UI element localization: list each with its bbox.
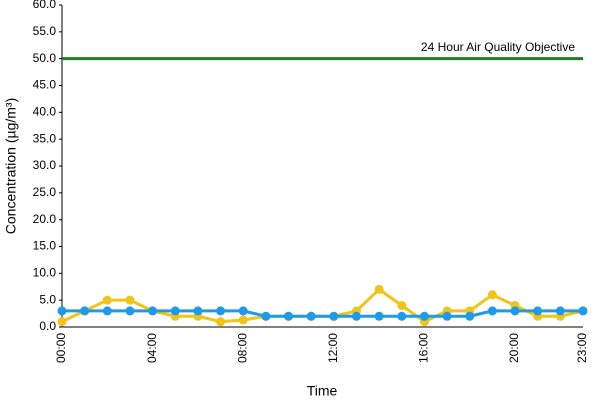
y-tick-label: 5.0 [39,292,56,306]
data-point [170,306,180,316]
data-point [487,290,497,300]
y-tick-label: 10.0 [33,266,57,280]
data-point [216,306,226,316]
y-tick-label: 15.0 [33,239,57,253]
data-point [125,306,135,316]
x-tick-label: 12:00 [326,333,340,363]
data-point [148,306,158,316]
y-tick-label: 25.0 [33,185,57,199]
x-tick-label: 00:00 [54,333,68,363]
y-tick-label: 35.0 [33,131,57,145]
data-point [306,311,316,321]
y-axis-title: Concentration (µg/m³) [3,98,19,234]
y-tick-label: 30.0 [33,158,57,172]
data-point [374,284,384,294]
x-tick-label: 08:00 [235,333,249,363]
data-point [533,306,543,316]
data-point [216,317,226,327]
x-tick-label: 04:00 [145,333,159,363]
y-tick-label: 20.0 [33,212,57,226]
data-point [238,315,248,325]
data-point [238,306,248,316]
x-tick-label: 20:00 [507,333,521,363]
y-tick-label: 0.0 [39,319,56,333]
data-point [125,295,135,305]
data-point [102,306,112,316]
y-tick-label: 55.0 [33,24,57,38]
data-point [442,311,452,321]
data-point [193,306,203,316]
data-point [397,311,407,321]
data-point [351,311,361,321]
data-point [465,311,475,321]
data-point [80,306,90,316]
data-point [102,295,112,305]
data-point [397,301,407,311]
data-point [419,311,429,321]
y-tick-label: 50.0 [33,51,57,65]
y-tick-label: 60.0 [33,0,57,11]
data-point [374,311,384,321]
x-tick-label: 16:00 [417,333,431,363]
data-point [555,306,565,316]
data-point [284,311,294,321]
y-tick-label: 45.0 [33,78,57,92]
reference-label: 24 Hour Air Quality Objective [421,40,575,54]
series-line [62,309,583,318]
x-axis-title: Time [307,383,338,399]
data-point [510,306,520,316]
data-point [57,306,67,316]
x-tick-label: 23:00 [575,333,589,363]
data-point [261,311,271,321]
data-point [578,306,588,316]
data-point [57,317,67,327]
y-tick-label: 40.0 [33,105,57,119]
data-point [329,311,339,321]
data-point [487,306,497,316]
